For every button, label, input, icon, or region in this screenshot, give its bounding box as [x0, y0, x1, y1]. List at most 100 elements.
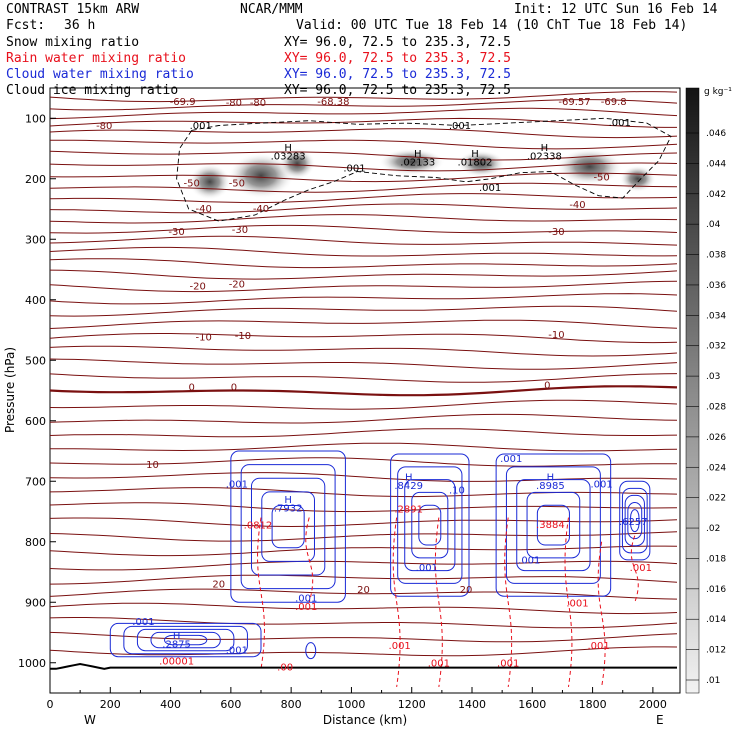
snow-max-marker: H	[414, 149, 422, 160]
org-label: NCAR/MMM	[240, 2, 303, 17]
cloud-water-contour	[619, 480, 651, 561]
init-time: Init: 12 UTC Sun 16 Feb 14	[514, 2, 718, 17]
colorbar	[685, 87, 700, 694]
cloud-water-contour	[630, 509, 640, 533]
isotherm-label: 0	[544, 381, 550, 392]
cloud-ice-label: .001	[190, 121, 212, 132]
rain-water-label: .001	[428, 658, 450, 669]
rain-water-label: .00001	[159, 657, 194, 668]
isotherm-line	[50, 472, 678, 482]
isotherm-label: 20	[357, 585, 370, 596]
colorbar-tick-label: .022	[706, 494, 726, 504]
y-tick-label: 200	[25, 173, 46, 186]
cloud-water-contour	[516, 479, 591, 572]
snow-max-marker: H	[284, 143, 292, 154]
isotherm-line	[50, 588, 678, 600]
rain-water-contours	[257, 517, 639, 688]
cloud-water-contour	[136, 628, 235, 652]
rain-water-label: .0812	[244, 520, 273, 531]
colorbar-tick-label: .012	[706, 646, 726, 656]
snow-max-marker: H	[541, 143, 549, 154]
rain-water-label: .2891	[394, 505, 423, 516]
isotherm-line	[50, 280, 678, 293]
isotherm-line	[50, 385, 678, 397]
terrain-line	[50, 662, 677, 670]
colorbar-tick-label: .036	[706, 281, 726, 291]
rain-water-label: .3884	[536, 520, 565, 531]
x-tick-label: 2000	[639, 698, 667, 711]
snow-max-value: .02133	[400, 157, 435, 168]
isotherm-line	[50, 617, 678, 629]
east-label: E	[656, 713, 664, 727]
cloud-water-contour	[411, 491, 449, 559]
snow-shade	[188, 163, 231, 200]
valid-time: Valid: 00 UTC Tue 18 Feb 14 (10 ChT Tue …	[296, 18, 687, 33]
cloud-water-contour	[621, 487, 648, 554]
isotherm-label: -40	[253, 204, 269, 215]
cloud-water-max-marker: H	[405, 473, 413, 484]
y-tick-label: 900	[25, 596, 46, 609]
cloud-water-contour	[230, 450, 346, 603]
cloud-water-contour	[495, 453, 612, 597]
isotherm-line	[50, 631, 678, 643]
cloud-water-contour	[305, 642, 317, 660]
isotherm-label: -20	[190, 281, 206, 292]
rain-water-label: .001	[497, 658, 519, 669]
cloud-ice-label: .001	[609, 118, 631, 129]
cloud-water-contour	[271, 504, 305, 549]
isotherm-line	[50, 193, 678, 204]
isotherm-line	[50, 91, 678, 103]
x-tick-label: 1600	[518, 698, 546, 711]
rain-water-contour	[564, 517, 573, 688]
cloud-ice-label: .001	[343, 163, 365, 174]
isotherm-line	[50, 258, 678, 269]
y-tick-label: 300	[25, 233, 46, 246]
isotherm-label: -69.9	[170, 97, 196, 108]
cloud-water-contour	[164, 634, 208, 646]
x-tick-label: 400	[160, 698, 181, 711]
rain-water-label: .001	[566, 598, 588, 609]
isotherm-label: -10	[196, 332, 212, 343]
field-name-rain: Rain water mixing ratio	[6, 51, 186, 66]
x-tick-label: 1200	[398, 698, 426, 711]
isotherm-label: -50	[229, 179, 245, 190]
isotherm-line	[50, 442, 678, 452]
cloud-water-contour	[526, 491, 581, 559]
x-tick-label: 600	[220, 698, 241, 711]
cloud-ice-label: .001	[479, 183, 501, 194]
colorbar-tick-label: .034	[706, 311, 726, 321]
colorbar-tick-label: .028	[706, 403, 726, 413]
snow-max-value: .03283	[271, 151, 306, 162]
isotherm-line	[50, 487, 678, 498]
cloud-water-contour	[627, 501, 643, 540]
rain-water-contour	[504, 517, 513, 688]
cloud-water-contour	[123, 625, 248, 655]
isotherm-label: 10	[146, 460, 159, 471]
isotherm-line	[50, 502, 678, 513]
y-axis-label: Pressure (hPa)	[3, 347, 17, 433]
isotherm-line	[50, 182, 678, 193]
rain-water-label: .001	[389, 641, 411, 652]
isotherm-label: -68.38	[317, 97, 349, 108]
cloud-water-max-marker: H	[284, 495, 292, 506]
field-xy-cloudice: XY= 96.0, 72.5 to 235.3, 72.5	[284, 83, 511, 98]
y-tick-label: 100	[25, 112, 46, 125]
x-tick-label: 1000	[337, 698, 365, 711]
isotherm-line	[50, 99, 678, 111]
cloud-water-contour	[624, 494, 645, 547]
snow-shade	[279, 147, 316, 180]
isotherm-label: 0	[188, 383, 194, 394]
cloud-water-contour	[150, 631, 221, 649]
y-tick-label: 700	[25, 475, 46, 488]
isotherm-label: -30	[168, 227, 184, 238]
y-axis-ticks: 100 200 300 400 500 600 700 800 900 1000	[18, 112, 56, 670]
cloud-water-label: .001	[518, 556, 540, 567]
isotherm-line	[50, 531, 678, 542]
x-tick-label: 200	[100, 698, 121, 711]
rain-water-contour	[630, 535, 639, 603]
rain-water-contour	[434, 517, 443, 688]
cloud-water-max-marker: H	[547, 473, 555, 484]
snow-shade	[378, 148, 445, 176]
colorbar-tick-label: .03	[706, 372, 720, 382]
isotherm-line	[50, 517, 678, 528]
